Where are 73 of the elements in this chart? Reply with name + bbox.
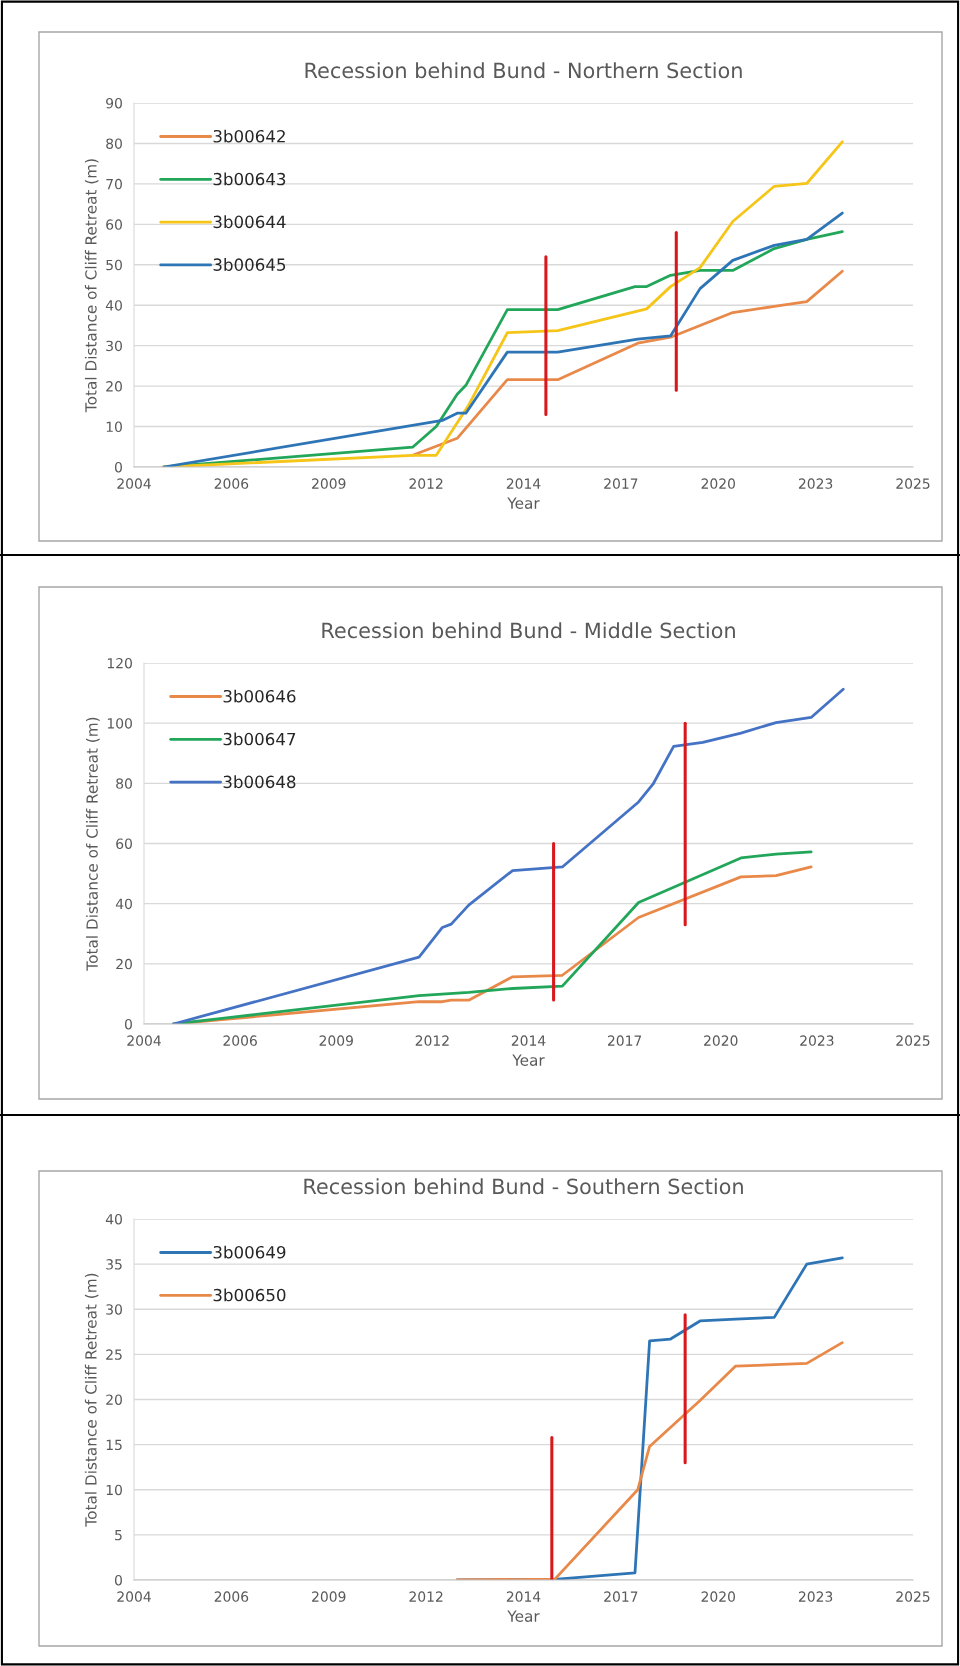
line-series xyxy=(411,269,844,457)
x-tick-label: 2020 xyxy=(704,1035,738,1046)
legend-label: 3b00649 xyxy=(213,1245,286,1259)
x-axis-title: Year xyxy=(512,1054,545,1066)
y-tick-label: 20 xyxy=(106,381,122,392)
chart-title: Recession behind Bund - Northern Section xyxy=(305,62,742,79)
x-tick-label: 2017 xyxy=(607,1035,642,1046)
legend-label: 3b00650 xyxy=(213,1288,286,1302)
x-tick-label: 2006 xyxy=(223,1035,257,1046)
x-tick-label: 2014 xyxy=(506,1591,541,1602)
x-tick-label: 2012 xyxy=(415,1035,449,1046)
legend-label: 3b00648 xyxy=(223,775,296,789)
x-tick-label: 2009 xyxy=(312,1591,346,1602)
y-tick-label: 5 xyxy=(115,1530,122,1541)
x-tick-label: 2009 xyxy=(312,478,346,489)
legend-label: 3b00645 xyxy=(213,258,286,271)
y-axis-title: Total Distance of Cliff Retreat (m) xyxy=(86,717,100,971)
x-tick-label: 2025 xyxy=(896,1591,930,1602)
y-tick-label: 20 xyxy=(106,1394,122,1405)
y-tick-label: 40 xyxy=(115,898,132,910)
chart-title: Recession behind Bund - Middle Section xyxy=(322,622,735,639)
x-tick-label: 2023 xyxy=(800,1035,834,1046)
x-tick-label: 2004 xyxy=(117,478,151,489)
y-axis-title: Total Distance of Cliff Retreat (m) xyxy=(84,1273,99,1527)
x-tick-label: 2020 xyxy=(701,1591,735,1602)
chart-title: Recession behind Bund - Southern Section xyxy=(304,1178,743,1195)
x-tick-label: 2014 xyxy=(506,478,541,489)
y-tick-label: 0 xyxy=(114,461,122,473)
y-tick-label: 40 xyxy=(105,300,122,311)
legend-label: 3b00646 xyxy=(223,689,296,703)
y-tick-label: 30 xyxy=(106,1304,122,1315)
y-tick-label: 40 xyxy=(105,1213,122,1225)
y-tick-label: 70 xyxy=(106,178,122,190)
y-tick-label: 100 xyxy=(107,718,132,729)
y-tick-label: 80 xyxy=(116,778,132,789)
x-tick-label: 2023 xyxy=(798,478,833,489)
x-tick-label: 2004 xyxy=(127,1035,161,1046)
x-tick-label: 2004 xyxy=(117,1591,151,1602)
x-tick-label: 2009 xyxy=(319,1035,353,1046)
x-tick-label: 2017 xyxy=(604,478,638,489)
x-tick-label: 2006 xyxy=(214,478,249,489)
y-tick-label: 20 xyxy=(116,958,132,970)
y-tick-label: 80 xyxy=(106,138,122,149)
legend-label: 3b00643 xyxy=(213,172,286,186)
y-tick-label: 25 xyxy=(106,1349,122,1360)
x-tick-label: 2023 xyxy=(798,1591,833,1602)
line-series xyxy=(171,687,845,1024)
x-tick-label: 2017 xyxy=(604,1591,638,1602)
y-tick-label: 35 xyxy=(106,1259,122,1270)
y-tick-label: 0 xyxy=(114,1574,122,1586)
y-tick-label: 60 xyxy=(116,838,132,849)
x-tick-label: 2012 xyxy=(409,1591,443,1602)
x-tick-label: 2006 xyxy=(214,1591,249,1602)
legend-label: 3b00644 xyxy=(213,215,286,229)
y-tick-label: 10 xyxy=(106,1484,122,1496)
x-axis-title: Year xyxy=(507,497,540,509)
y-tick-label: 10 xyxy=(106,421,122,433)
x-tick-label: 2012 xyxy=(409,478,443,489)
x-tick-label: 2014 xyxy=(511,1035,546,1046)
x-tick-label: 2025 xyxy=(896,478,930,489)
y-tick-label: 15 xyxy=(106,1439,122,1451)
legend-label: 3b00642 xyxy=(213,129,285,143)
x-axis-title: Year xyxy=(507,1610,540,1622)
y-tick-label: 0 xyxy=(124,1018,132,1030)
legend-label: 3b00647 xyxy=(223,732,296,746)
x-tick-label: 2025 xyxy=(896,1035,930,1046)
y-tick-label: 120 xyxy=(107,657,132,669)
y-tick-label: 90 xyxy=(106,97,122,109)
y-tick-label: 50 xyxy=(106,259,122,271)
y-axis-title: Total Distance of Cliff Retreat (m) xyxy=(84,159,99,413)
x-tick-label: 2020 xyxy=(701,478,735,489)
y-tick-label: 30 xyxy=(106,340,122,352)
y-tick-label: 60 xyxy=(106,219,122,230)
